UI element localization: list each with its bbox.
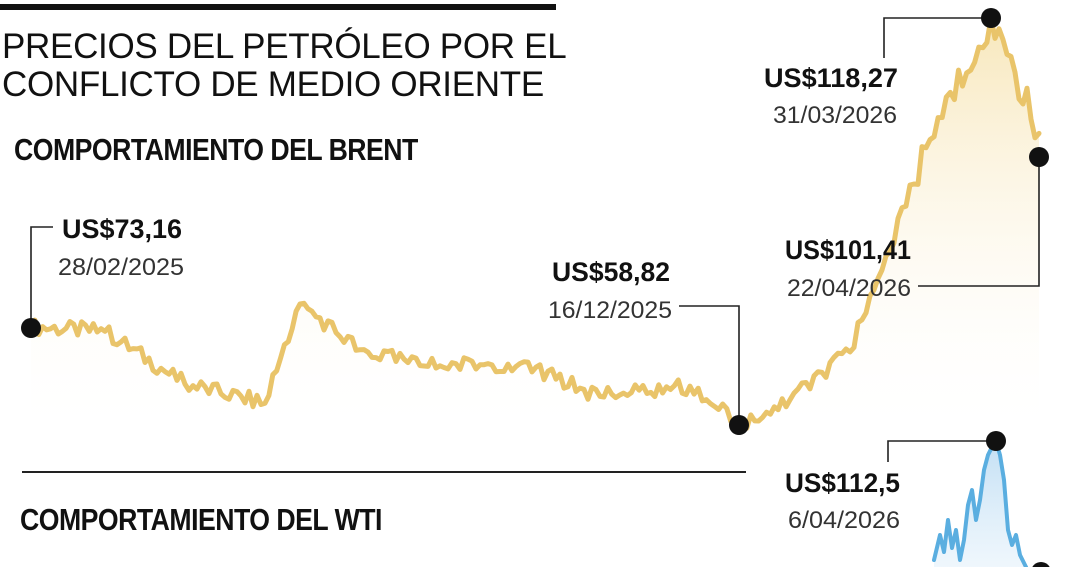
leader-min — [679, 305, 740, 425]
title-line-1: PRECIOS DEL PETRÓLEO POR EL — [2, 27, 567, 66]
wti-point-end — [1032, 562, 1050, 567]
chart-main-title: PRECIOS DEL PETRÓLEO POR EL CONFLICTO DE… — [2, 27, 567, 104]
top-rule — [0, 4, 556, 10]
wti-series-line — [932, 439, 1028, 567]
brent-max-value: US$118,27 — [764, 63, 898, 93]
brent-start-value: US$73,16 — [62, 214, 182, 244]
brent-point-start — [21, 318, 41, 338]
leader-start — [30, 226, 53, 328]
brent-point-min — [729, 415, 749, 435]
brent-max-date: 31/03/2026 — [773, 102, 897, 129]
brent-section-title: COMPORTAMIENTO DEL BRENT — [14, 132, 418, 167]
brent-end-date: 22/04/2026 — [787, 275, 911, 302]
brent-min-date: 16/12/2025 — [548, 297, 672, 324]
brent-start-date: 28/02/2025 — [58, 254, 184, 281]
section-divider — [22, 471, 746, 473]
brent-series-line — [28, 15, 1042, 431]
leader-end — [918, 157, 1040, 287]
wti-peak-value: US$112,5 — [785, 468, 900, 498]
wti-section-title: COMPORTAMIENTO DEL WTI — [20, 502, 382, 537]
title-line-2: CONFLICTO DE MEDIO ORIENTE — [2, 65, 544, 104]
leader-max — [883, 17, 991, 58]
brent-point-end — [1029, 147, 1049, 167]
brent-area — [31, 18, 1039, 440]
leader-wti-peak — [887, 440, 996, 462]
brent-end-value: US$101,41 — [785, 235, 911, 265]
wti-peak-date: 6/04/2026 — [788, 507, 900, 534]
wti-point-peak — [986, 431, 1006, 451]
brent-min-value: US$58,82 — [552, 257, 670, 287]
brent-point-max — [981, 8, 1001, 28]
